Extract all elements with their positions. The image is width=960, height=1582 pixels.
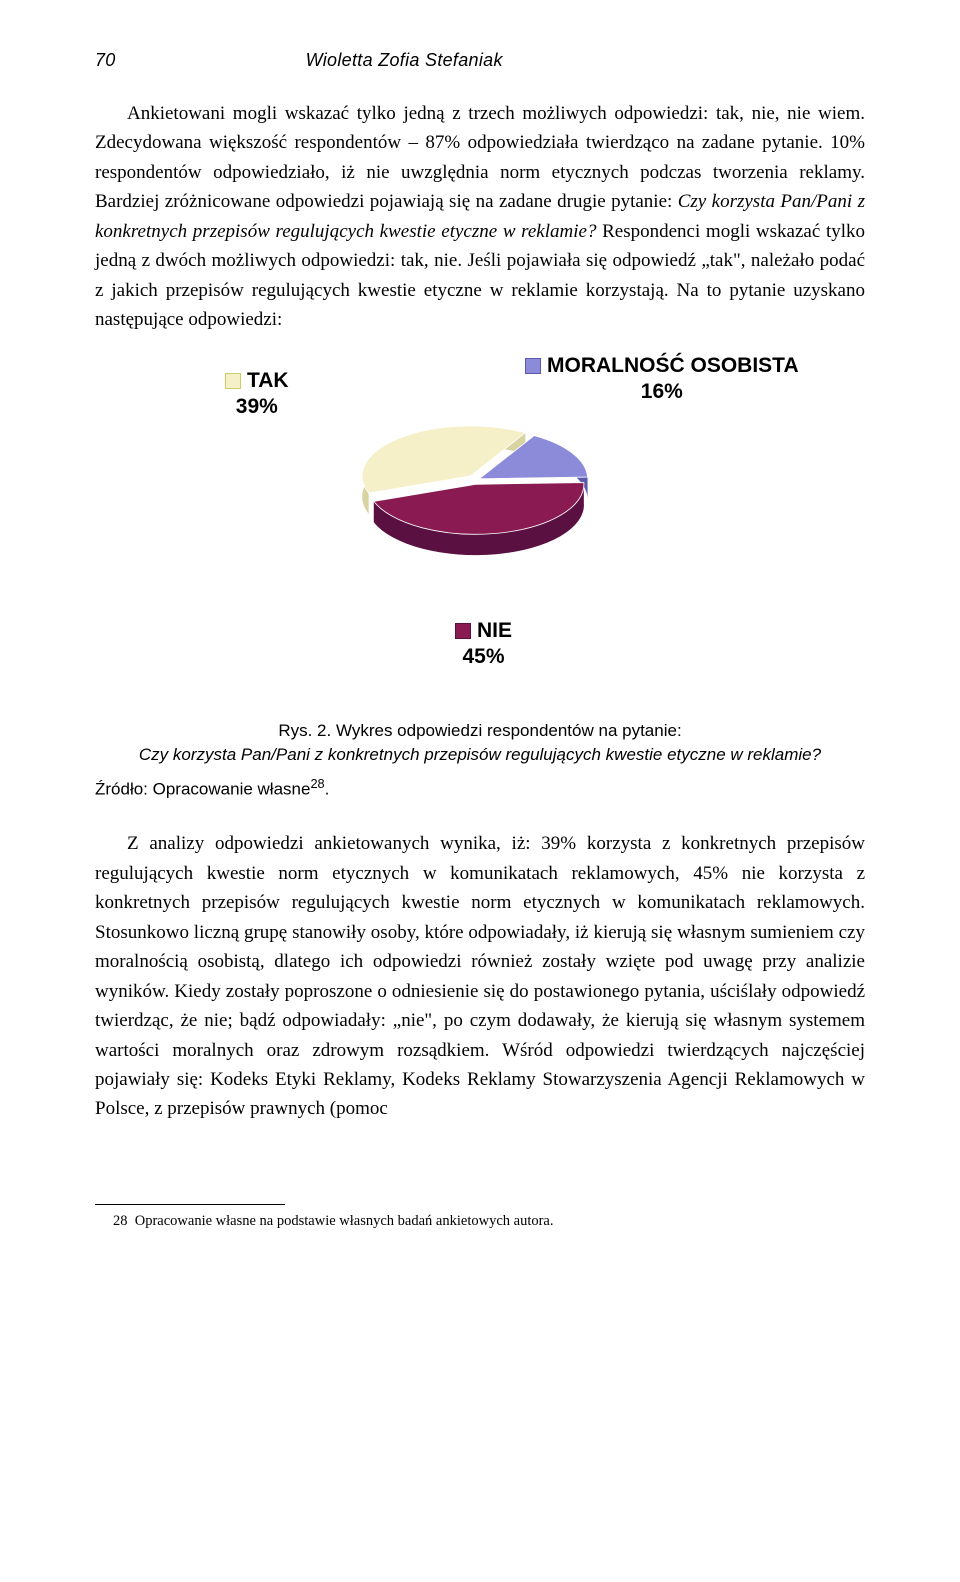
legend-tak-marker <box>225 373 241 389</box>
footnote-text: Opracowanie własne na podstawie własnych… <box>135 1213 554 1229</box>
pie-svg <box>335 423 615 573</box>
figure-caption: Rys. 2. Wykres odpowiedzi respondentów n… <box>95 719 865 768</box>
legend-moral-label: MORALNOŚĆ OSOBISTA <box>547 354 799 377</box>
legend-tak-label: TAK <box>247 369 289 392</box>
legend-tak: TAK 39% <box>225 368 289 421</box>
page-number: 70 <box>95 50 116 71</box>
paragraph-1: Ankietowani mogli wskazać tylko jedną z … <box>95 99 865 335</box>
paragraph-2: Z analizy odpowiedzi ankietowanych wynik… <box>95 829 865 1123</box>
legend-moral-value: 16% <box>641 380 683 403</box>
legend-nie-value: 45% <box>462 645 504 668</box>
source-sup: 28 <box>310 776 324 791</box>
legend-nie-marker <box>455 623 471 639</box>
footnote-num: 28 <box>113 1213 128 1229</box>
legend-nie-label: NIE <box>477 619 512 642</box>
legend-nie: NIE 45% <box>455 618 512 671</box>
source-period: . <box>325 779 330 798</box>
pie-chart-figure: TAK 39% MORALNOŚĆ OSOBISTA 16% NIE 45% <box>95 353 865 713</box>
pie-slice-0 <box>362 425 525 492</box>
author-name: Wioletta Zofia Stefaniak <box>306 50 503 71</box>
running-header: 70 Wioletta Zofia Stefaniak <box>95 50 865 71</box>
footnote-rule <box>95 1204 285 1205</box>
legend-moral-marker <box>525 358 541 374</box>
caption-line2: Czy korzysta Pan/Pani z konkretnych prze… <box>139 745 821 764</box>
legend-tak-value: 39% <box>236 395 278 418</box>
footnote-28: 28 Opracowanie własne na podstawie własn… <box>95 1213 865 1230</box>
caption-line1: Rys. 2. Wykres odpowiedzi respondentów n… <box>278 721 681 740</box>
pie-3d <box>335 393 615 603</box>
source-text: Źródło: Opracowanie własne <box>95 779 310 798</box>
figure-source: Źródło: Opracowanie własne28. <box>95 776 865 800</box>
